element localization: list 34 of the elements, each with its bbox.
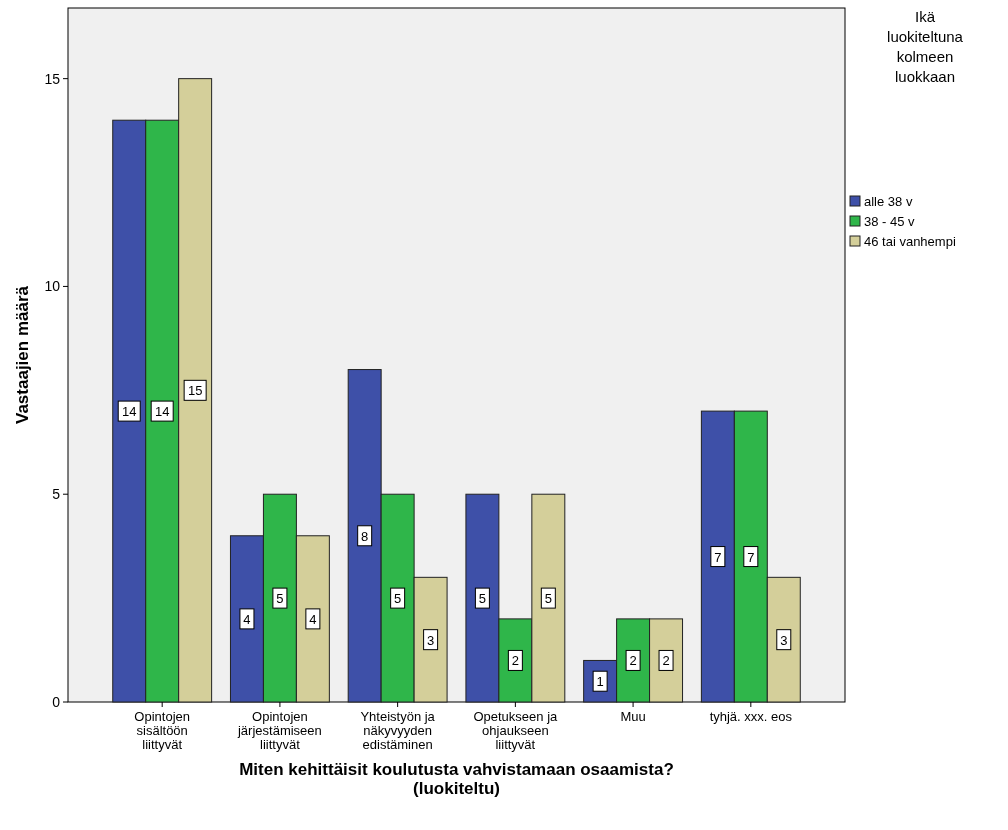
data-label: 5 — [544, 591, 552, 607]
data-label: 8 — [361, 528, 369, 544]
data-label: 5 — [276, 591, 284, 607]
legend-label: alle 38 v — [864, 194, 913, 209]
y-axis-title: Vastaajien määrä — [13, 285, 32, 424]
legend-title: Ikä luokiteltuna kolmeen luokkaan — [887, 8, 964, 85]
data-label: 3 — [426, 632, 435, 648]
x-tick-label: tyhjä. xxx. eos — [709, 709, 793, 724]
data-label: 7 — [714, 549, 722, 565]
data-label: 14 — [154, 404, 170, 420]
x-tick-label: Opetukseen ja ohjaukseen liittyvät — [473, 709, 559, 752]
y-tick-label: 0 — [52, 694, 61, 710]
data-label: 14 — [121, 404, 137, 420]
data-label: 4 — [243, 611, 251, 627]
data-label: 1 — [596, 674, 604, 690]
x-axis-title: Miten kehittäisit koulutusta vahvistamaan osaamista? (luokiteltu) — [239, 760, 674, 798]
data-label: 3 — [780, 632, 788, 648]
x-tick-label: Opintojen sisältöön liittyvät — [134, 709, 191, 752]
x-tick-label: Muu — [620, 709, 646, 724]
x-tick-label: Opintojen järjestämiseen liittyvät — [237, 709, 322, 752]
y-tick-label: 10 — [44, 278, 61, 295]
y-tick-label: 5 — [52, 486, 61, 503]
data-label: 5 — [478, 591, 487, 607]
data-label: 7 — [747, 549, 755, 565]
data-label: 2 — [662, 653, 670, 669]
y-tick-label: 15 — [44, 70, 61, 87]
legend-label: 38 - 45 v — [864, 214, 916, 229]
data-label: 4 — [309, 611, 317, 627]
data-label: 2 — [511, 653, 519, 669]
x-tick-label: Yhteistyön ja näkyvyyden edistäminen — [360, 709, 436, 752]
data-label: 15 — [187, 383, 203, 399]
data-label: 2 — [629, 653, 637, 669]
legend-label: 46 tai vanhempi — [864, 234, 956, 249]
data-label: 5 — [394, 591, 402, 607]
